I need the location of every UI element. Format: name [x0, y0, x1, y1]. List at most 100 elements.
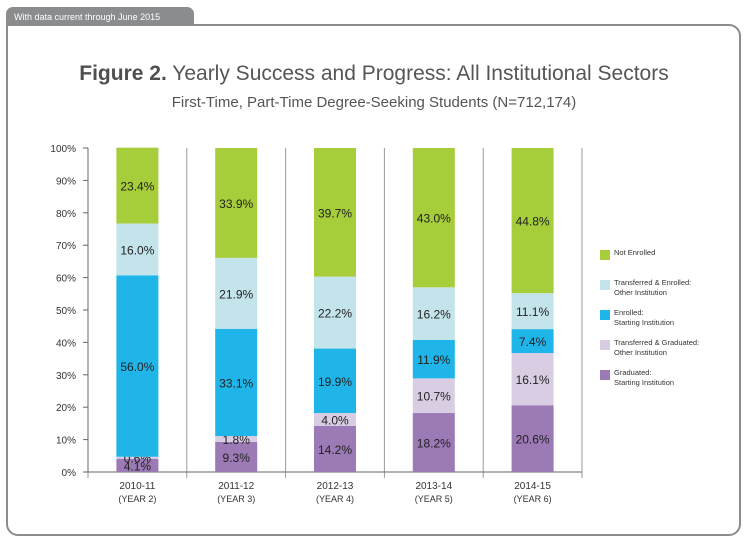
data-label: 21.9%	[219, 287, 253, 301]
x-tick-label: 2014-15	[514, 481, 551, 492]
data-label: 11.1%	[516, 305, 549, 319]
x-tick-sublabel: (YEAR 4)	[316, 494, 354, 504]
chart-title: Figure 2. Yearly Success and Progress: A…	[0, 62, 748, 86]
x-tick-sublabel: (YEAR 5)	[415, 494, 453, 504]
x-tick-label: 2012-13	[317, 481, 354, 492]
y-tick-label: 100%	[50, 144, 76, 155]
data-label: 33.9%	[219, 197, 253, 211]
bar-segment	[511, 293, 554, 330]
bar-segment	[116, 223, 159, 276]
y-tick-label: 90%	[56, 176, 76, 187]
data-label: 20.6%	[516, 433, 550, 447]
bar-segment	[116, 456, 159, 459]
data-label: 16.0%	[120, 243, 154, 257]
data-label: 1.8%	[223, 433, 251, 447]
bar-segment	[215, 148, 258, 258]
legend-swatch	[600, 250, 610, 260]
legend-label-line1: Enrolled:	[614, 308, 644, 317]
x-tick-sublabel: (YEAR 3)	[217, 494, 255, 504]
legend-item: Transferred & Enrolled: Other Institution	[600, 278, 730, 308]
legend-item: Not Enrolled	[600, 248, 730, 278]
data-currency-tab: With data current through June 2015	[6, 7, 194, 27]
legend-label: Transferred & Graduated: Other Institutio…	[614, 338, 699, 358]
bar-segment	[314, 148, 356, 277]
data-label: 16.1%	[516, 373, 550, 387]
data-label: 16.2%	[417, 308, 451, 322]
legend-label: Not Enrolled	[614, 248, 655, 258]
data-label: 44.8%	[516, 215, 550, 229]
x-tick-sublabel: (YEAR 6)	[514, 494, 552, 504]
data-label: 39.7%	[318, 206, 352, 220]
x-tick-label: 2013-14	[415, 481, 452, 492]
bar-segment	[215, 328, 258, 437]
y-tick-label: 70%	[56, 241, 76, 252]
bar-segment	[215, 441, 258, 472]
legend-item: Enrolled: Starting Institution	[600, 308, 730, 338]
legend-swatch	[600, 280, 610, 290]
legend-label-line2: Starting Institution	[614, 318, 675, 327]
bar-segment	[412, 378, 455, 414]
legend-item: Transferred & Graduated: Other Institutio…	[600, 338, 730, 368]
data-label: 9.3%	[223, 451, 251, 465]
y-tick-label: 20%	[56, 403, 76, 414]
bar-segment	[511, 405, 554, 472]
y-tick-label: 50%	[56, 306, 76, 317]
bar-segment	[511, 353, 554, 406]
y-tick-label: 80%	[56, 209, 76, 220]
y-tick-label: 40%	[56, 338, 76, 349]
x-tick-label: 2010-11	[119, 481, 155, 492]
legend-label: Transferred & Enrolled: Other Institution	[614, 278, 691, 298]
legend-label-line2: Other Institution	[614, 348, 667, 357]
legend-label-line2: Starting Institution	[614, 378, 675, 387]
data-label: 18.2%	[417, 437, 451, 451]
data-label: 22.2%	[318, 307, 352, 321]
bar-segment	[412, 287, 455, 340]
bar-segment	[412, 339, 455, 379]
legend-label: Graduated: Starting Institution	[614, 368, 674, 388]
bar-segment	[314, 348, 356, 414]
y-tick-label: 60%	[56, 274, 76, 285]
legend-swatch	[600, 370, 610, 380]
legend-label: Enrolled: Starting Institution	[614, 308, 674, 328]
bar-segment	[314, 425, 356, 472]
data-label: 4.0%	[321, 414, 349, 428]
data-label: 19.9%	[318, 375, 352, 389]
bar-segment	[412, 148, 455, 288]
data-label: 33.1%	[219, 376, 253, 390]
data-label: 56.0%	[120, 360, 154, 374]
data-label: 10.7%	[417, 390, 451, 404]
chart-subtitle: First-Time, Part-Time Degree-Seeking Stu…	[171, 94, 577, 111]
bar-segment	[116, 147, 159, 224]
legend-label-line1: Transferred & Graduated:	[614, 338, 700, 347]
title-text: Yearly Success and Progress: All Institu…	[166, 62, 669, 85]
bar-segment	[412, 413, 455, 472]
data-label: 23.4%	[120, 180, 154, 194]
legend-swatch	[600, 310, 610, 320]
y-tick-label: 30%	[56, 371, 76, 382]
data-label: 43.0%	[417, 212, 451, 226]
x-tick-sublabel: (YEAR 2)	[118, 494, 156, 504]
y-tick-label: 0%	[62, 468, 77, 479]
bar-segment	[314, 276, 356, 349]
legend-label-line2: Other Institution	[614, 288, 667, 297]
x-tick-label: 2011-12	[218, 481, 254, 492]
y-tick-label: 10%	[56, 436, 76, 447]
legend-label-line1: Graduated:	[614, 368, 652, 377]
data-label: 14.2%	[318, 443, 352, 457]
bar-segment	[511, 148, 554, 294]
bar-segment	[314, 413, 356, 426]
legend-swatch	[600, 340, 610, 350]
figure-number: Figure 2.	[79, 62, 167, 85]
data-label: 4.1%	[124, 459, 152, 473]
legend-item: Graduated: Starting Institution	[600, 368, 730, 398]
bar-segment	[215, 257, 258, 329]
data-label: 7.4%	[519, 335, 547, 349]
legend-label-line1: Not Enrolled	[614, 248, 656, 257]
bar-segment	[511, 329, 554, 354]
legend-label-line1: Transferred & Enrolled:	[614, 278, 692, 287]
bar-segment	[116, 458, 159, 472]
bar-segment	[116, 275, 159, 457]
bar-segment	[215, 436, 258, 442]
data-label: 11.9%	[417, 353, 450, 367]
